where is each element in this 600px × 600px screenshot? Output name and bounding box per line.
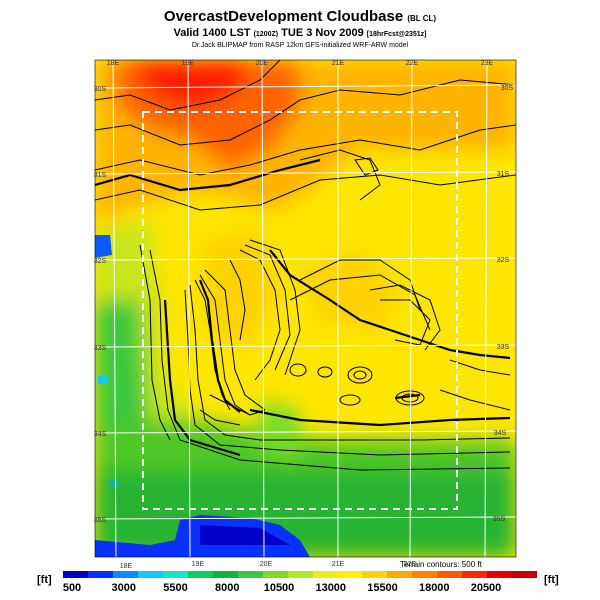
left-lat-label: 30S	[94, 86, 107, 93]
colorbar-swatch	[387, 571, 413, 578]
colorbar-swatch	[137, 571, 163, 578]
map-title: OvercastDevelopment Cloudbase (BL CL)	[163, 8, 437, 25]
colorbar-swatch	[87, 571, 113, 578]
colorbar-swatch	[237, 571, 263, 578]
colorbar-swatch	[187, 571, 213, 578]
top-lon-label: 18E	[107, 60, 120, 67]
map-field	[95, 60, 516, 557]
colorbar-swatch	[437, 571, 463, 578]
colorbar-swatch	[262, 571, 288, 578]
colorbar-swatch	[112, 571, 138, 578]
units-label-right: [ft]	[544, 574, 559, 586]
colorbar-tick-label: 10500	[263, 582, 295, 594]
left-lat-label: 31S	[94, 172, 107, 179]
colorbar-tick-label: 3000	[111, 582, 136, 594]
colorbar-swatch	[512, 571, 538, 578]
colorbar-tick-label: 500	[62, 582, 82, 594]
colorbar-swatch	[212, 571, 238, 578]
colorbar	[63, 571, 538, 578]
left-lat-label: 34S	[94, 431, 107, 438]
lat-lon-grid	[95, 60, 516, 557]
right-lat-label: 34S	[494, 430, 507, 437]
right-lat-label: 35S	[493, 516, 506, 523]
inner-domain-box	[142, 111, 458, 510]
colorbar-swatch	[487, 571, 513, 578]
colorbar-swatch	[462, 571, 488, 578]
bottom-lon-label: 20E	[260, 561, 273, 568]
model-credit: Dr.Jack BLIPMAP from RASP 12km GFS-initi…	[191, 42, 409, 49]
units-label-left: [ft]	[37, 574, 52, 586]
right-lat-label: 30S	[501, 85, 514, 92]
colorbar-tick-label: 18000	[418, 582, 450, 594]
colorbar-swatch	[63, 571, 88, 578]
top-lon-label: 20E	[256, 60, 269, 67]
colorbar-swatch	[312, 571, 338, 578]
region-boundaries	[95, 158, 511, 457]
colorbar-swatch	[337, 571, 363, 578]
colorbar-tick-label: 8000	[215, 582, 240, 594]
top-lon-label: 21E	[332, 60, 345, 67]
colorbar-tick-label: 15500	[367, 582, 398, 594]
top-lon-label: 19E	[182, 60, 195, 67]
valid-time: Valid 1400 LST (1200Z) TUE 3 Nov 2009 [1…	[173, 27, 427, 39]
right-lat-label: 32S	[497, 257, 510, 264]
top-lon-label: 23E	[481, 60, 494, 67]
right-lat-label: 31S	[497, 171, 510, 178]
colorbar-tick-label: 5500	[163, 582, 188, 594]
bottom-lon-label: 22E	[404, 561, 417, 568]
bottom-lon-label: 19E	[192, 561, 205, 568]
colorbar-swatch	[287, 571, 313, 578]
colorbar-tick-label: 20500	[470, 582, 502, 594]
left-lat-label: 33S	[94, 345, 107, 352]
colorbar-swatch	[162, 571, 188, 578]
top-lon-label: 22E	[406, 60, 419, 67]
bottom-lon-label: 18E	[120, 563, 133, 570]
terrain-contour-note: Terrain contours: 500 ft	[400, 560, 482, 569]
left-lat-label: 32S	[94, 258, 107, 265]
colorbar-tick-label: 13000	[315, 582, 347, 594]
map-frame	[94, 59, 517, 558]
colorbar-swatch	[362, 571, 388, 578]
bottom-lon-label: 21E	[332, 561, 345, 568]
colorbar-swatch	[412, 571, 438, 578]
left-lat-label: 35S	[94, 517, 107, 524]
right-lat-label: 33S	[497, 344, 510, 351]
